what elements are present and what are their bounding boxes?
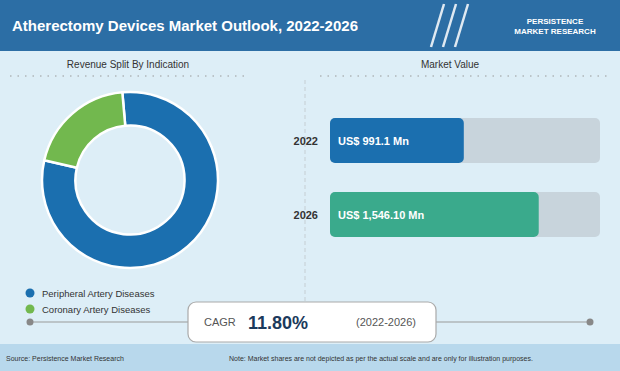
- logo-line: PERSISTENCE: [527, 17, 584, 26]
- cagr-end: [587, 319, 594, 326]
- donut-slice: [42, 92, 218, 268]
- legend-swatch: [26, 289, 35, 298]
- bar-track: [330, 118, 600, 163]
- category-label: 2026: [294, 209, 318, 221]
- footer-source: Source: Persistence Market Research: [6, 355, 124, 362]
- bar: [330, 118, 464, 163]
- section-title: Market Value: [421, 59, 480, 70]
- cagr-text: CAGR: [204, 316, 236, 328]
- title-bar: [0, 0, 620, 51]
- legend-label: Coronary Artery Diseases: [42, 304, 150, 315]
- bars: [330, 118, 539, 237]
- bar-track: [330, 192, 600, 237]
- chart-root: Atherectomy Devices Market Outlook, 2022…: [0, 0, 620, 371]
- bar: [330, 192, 539, 237]
- footer-bar: [0, 344, 620, 371]
- section-rule: [10, 75, 245, 76]
- bar-tracks: [330, 118, 600, 237]
- cagr-end: [27, 319, 34, 326]
- footer-note: Note: Market shares are not depicted as …: [229, 355, 533, 363]
- section-title: Revenue Split By Indication: [67, 59, 189, 70]
- background: [0, 0, 620, 371]
- logo-slash: [431, 4, 444, 47]
- legend-swatch: [26, 305, 35, 314]
- legend-label: Peripheral Artery Diseases: [42, 288, 155, 299]
- title: Atherectomy Devices Market Outlook, 2022…: [12, 17, 358, 34]
- logo-line: MARKET RESEARCH: [514, 27, 596, 36]
- section-rule: [320, 75, 610, 76]
- bar-labels: 2022 US$ 991.1 Mn 2026 US$ 1,546.10 Mn: [294, 135, 425, 221]
- donut-slice: [44, 92, 125, 167]
- cagr-range: (2022-2026): [356, 316, 416, 328]
- logo-text: PERSISTENCEMARKET RESEARCH: [514, 17, 596, 36]
- category-label: 2022: [294, 135, 318, 147]
- cagr-box: [188, 302, 436, 342]
- logo-slash: [455, 4, 468, 47]
- separator: [305, 80, 306, 334]
- logo-slash: [443, 4, 456, 47]
- donut: [42, 92, 218, 268]
- data-label: US$ 991.1 Mn: [338, 135, 409, 147]
- data-label: US$ 1,546.10 Mn: [338, 209, 424, 221]
- cagr-pct: 11.80%: [248, 313, 308, 333]
